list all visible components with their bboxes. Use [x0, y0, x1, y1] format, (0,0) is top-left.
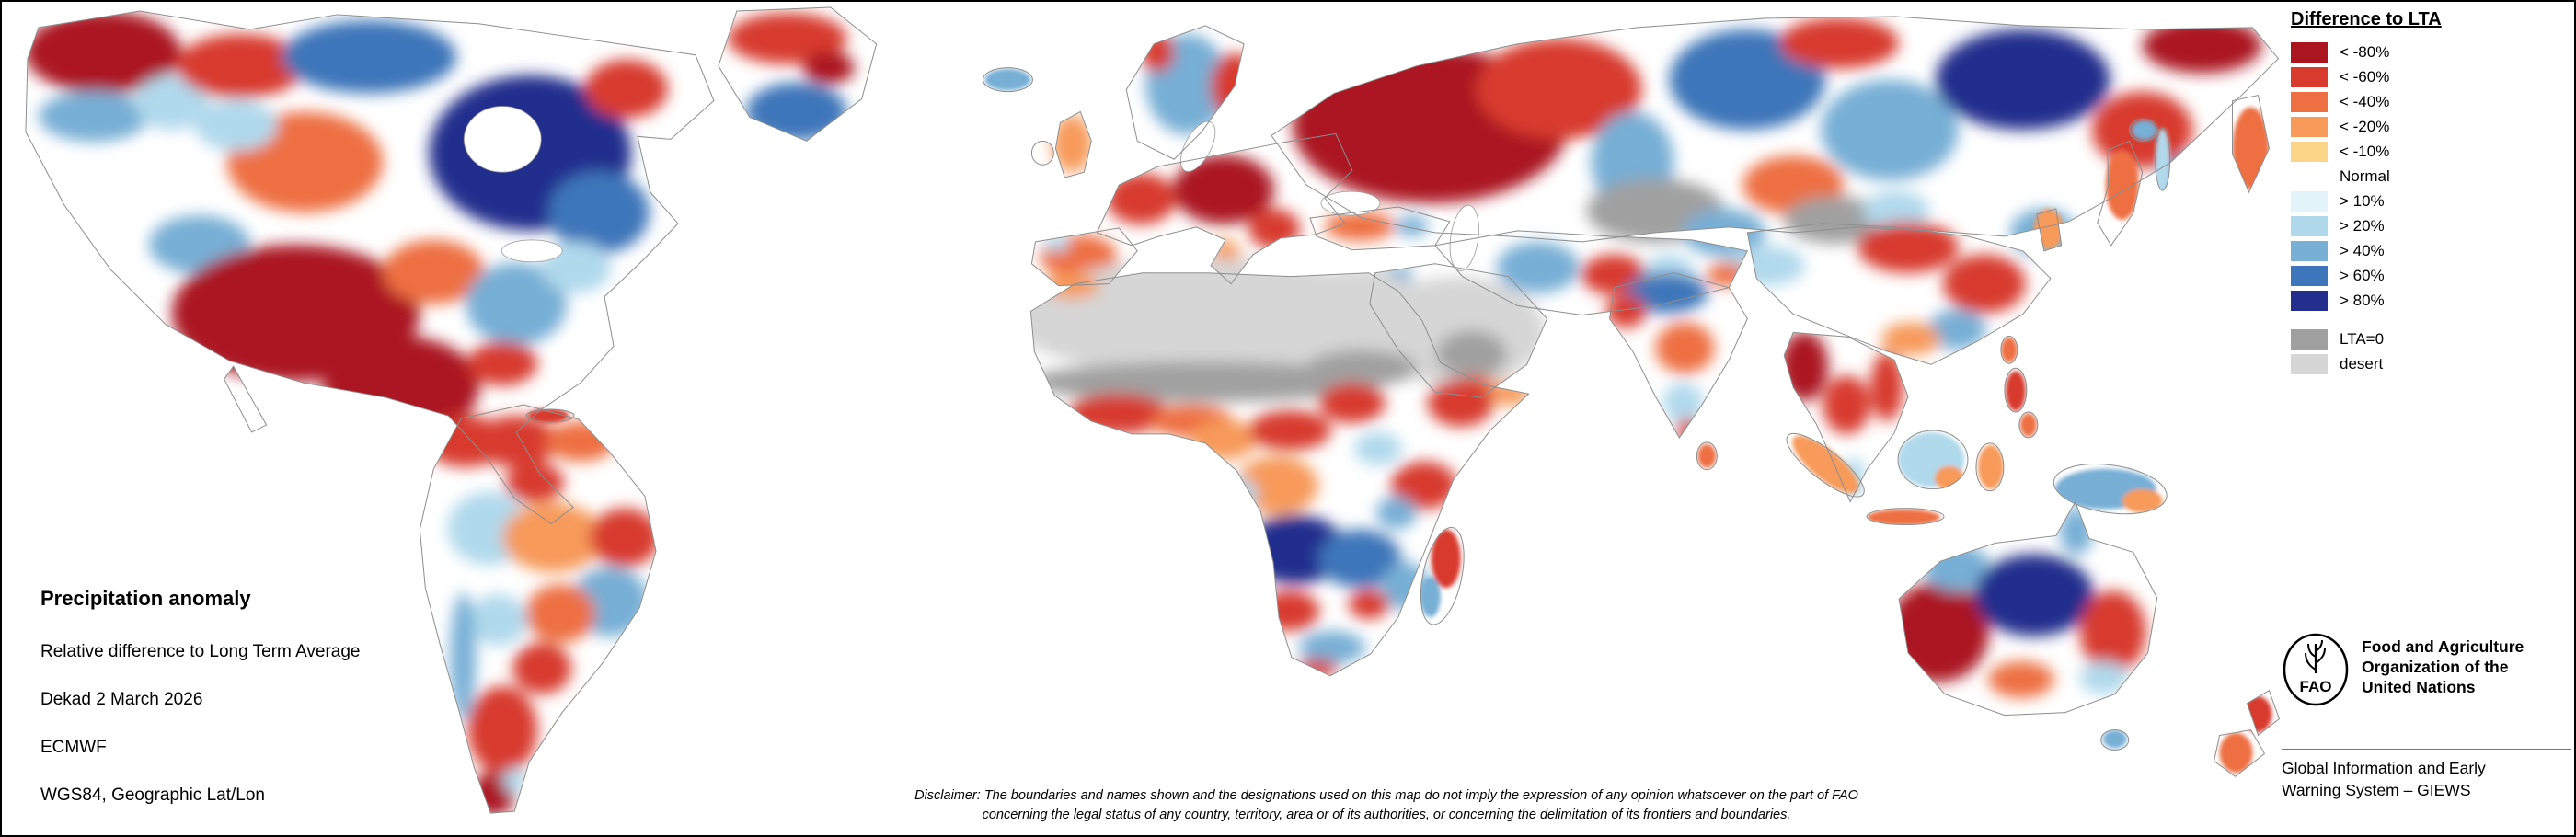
legend-swatch: [2291, 42, 2328, 63]
disclaimer-line-1: Disclaimer: The boundaries and names sho…: [914, 787, 1858, 803]
water-bodies: [463, 106, 1479, 271]
legend-item: > 60%: [2291, 266, 2567, 286]
fao-org-line: Food and Agriculture: [2362, 637, 2524, 656]
legend-item: > 40%: [2291, 241, 2567, 261]
disclaimer: Disclaimer: The boundaries and names sho…: [914, 786, 1858, 827]
legend-item: < -10%: [2291, 142, 2567, 162]
legend-label: < -40%: [2340, 93, 2390, 110]
map-legend: Difference to LTA < -80% < -60% < -40% < -2…: [2291, 9, 2567, 379]
legend-swatch: [2291, 67, 2328, 87]
legend-swatch: [2291, 92, 2328, 112]
giews-line: Warning System – GIEWS: [2282, 780, 2471, 799]
legend-item: < -80%: [2291, 42, 2567, 63]
fao-org-line: United Nations: [2362, 677, 2476, 696]
anomaly-raster: [25, 10, 2272, 814]
legend-swatch: [2291, 142, 2328, 162]
legend-item: LTA=0: [2291, 329, 2567, 350]
legend-title: Difference to LTA: [2291, 9, 2442, 29]
map-title: Precipitation anomaly: [40, 587, 251, 610]
legend-swatch: [2291, 241, 2328, 261]
legend-swatch: [2291, 117, 2328, 137]
legend-swatch: [2291, 329, 2328, 350]
map-subtitle: Relative difference to Long Term Average: [40, 642, 361, 661]
legend-item: Normal: [2291, 166, 2567, 187]
map-info-block: Precipitation anomaly Relative differenc…: [40, 587, 361, 833]
giews-caption: Global Information and Early Warning Sys…: [2282, 758, 2571, 801]
legend-item: > 10%: [2291, 191, 2567, 212]
legend-label: Normal: [2340, 167, 2390, 185]
legend-label: < -20%: [2340, 118, 2390, 135]
legend-item: < -20%: [2291, 117, 2567, 137]
legend-label: < -10%: [2340, 143, 2390, 160]
fao-footer: FAO Food and Agriculture Organization of…: [2282, 633, 2571, 801]
fao-org-line: Organization of the: [2362, 657, 2509, 676]
fao-branding: FAO Food and Agriculture Organization of…: [2282, 633, 2571, 706]
legend-label: > 10%: [2340, 192, 2385, 210]
legend-label: > 60%: [2340, 267, 2385, 284]
legend-item: > 80%: [2291, 291, 2567, 311]
legend-label: > 80%: [2340, 292, 2385, 309]
map-projection: WGS84, Geographic Lat/Lon: [40, 785, 265, 805]
legend-swatch: [2291, 191, 2328, 212]
legend-swatch: [2291, 266, 2328, 286]
legend-item: > 20%: [2291, 216, 2567, 236]
legend-label: > 20%: [2340, 217, 2385, 235]
legend-main: < -80% < -60% < -40% < -20% < -10% Normal > 10…: [2291, 42, 2567, 311]
map-source: ECMWF: [40, 738, 107, 757]
legend-item: < -60%: [2291, 67, 2567, 87]
legend-label: < -80%: [2340, 43, 2390, 61]
fao-logo-text: FAO: [2300, 678, 2332, 695]
legend-swatch: [2291, 166, 2328, 187]
fao-org-name: Food and Agriculture Organization of the…: [2362, 633, 2524, 706]
fao-logo: FAO: [2283, 633, 2349, 706]
disclaimer-line-2: concerning the legal status of any count…: [982, 808, 1791, 823]
legend-label: > 40%: [2340, 242, 2385, 259]
legend-label: < -60%: [2340, 68, 2390, 86]
legend-swatch: [2291, 354, 2328, 374]
legend-swatch: [2291, 216, 2328, 236]
legend-item: < -40%: [2291, 92, 2567, 112]
legend-label: LTA=0: [2340, 330, 2385, 348]
legend-swatch: [2291, 291, 2328, 311]
legend-extra: LTA=0 desert: [2291, 329, 2567, 374]
giews-line: Global Information and Early: [2282, 759, 2486, 777]
legend-label: desert: [2340, 355, 2384, 373]
map-dekad: Dekad 2 March 2026: [40, 690, 203, 709]
footer-divider: [2282, 749, 2571, 750]
legend-item: desert: [2291, 354, 2567, 374]
